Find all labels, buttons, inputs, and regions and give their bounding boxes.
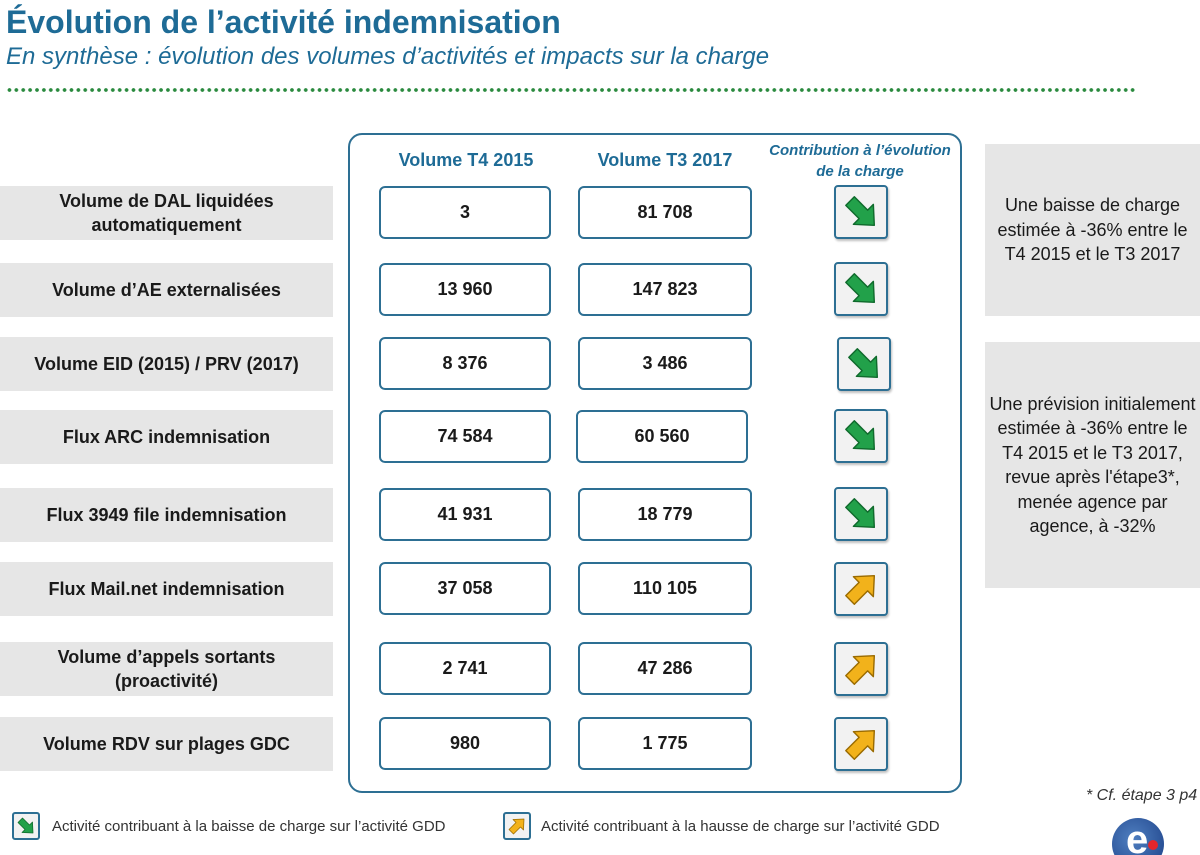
down-arrow-icon: [837, 337, 891, 391]
pole-emploi-logo-icon: e: [1112, 818, 1164, 855]
row-label: Volume d’AE externalisées: [0, 263, 333, 317]
row-label: Flux Mail.net indemnisation: [0, 562, 333, 616]
up-arrow-icon: [834, 717, 888, 771]
value-t4-2015: 41 931: [379, 488, 551, 541]
row-label: Volume d’appels sortants (proactivité): [0, 642, 333, 696]
value-t3-2017: 81 708: [578, 186, 752, 239]
row-label: Volume RDV sur plages GDC: [0, 717, 333, 771]
summary-note-charge-reduction: Une baisse de charge estimée à -36% entr…: [985, 144, 1200, 316]
row-label: Volume de DAL liquidées automatiquement: [0, 186, 333, 240]
value-t3-2017: 3 486: [578, 337, 752, 390]
up-arrow-icon: [834, 642, 888, 696]
value-t4-2015: 980: [379, 717, 551, 770]
value-t4-2015: 74 584: [379, 410, 551, 463]
summary-note-forecast: Une prévision initialement estimée à -36…: [985, 342, 1200, 588]
value-t3-2017: 147 823: [578, 263, 752, 316]
row-label: Volume EID (2015) / PRV (2017): [0, 337, 333, 391]
footnote: * Cf. étape 3 p4: [1086, 787, 1198, 804]
value-t4-2015: 8 376: [379, 337, 551, 390]
down-arrow-icon: [834, 185, 888, 239]
legend-up-text: Activité contribuant à la hausse de char…: [541, 818, 940, 835]
page-title: Évolution de l’activité indemnisation: [6, 4, 561, 40]
value-t3-2017: 47 286: [578, 642, 752, 695]
row-label: Flux 3949 file indemnisation: [0, 488, 333, 542]
down-arrow-icon: [834, 262, 888, 316]
column-header-t3-2017: Volume T3 2017: [597, 150, 733, 170]
value-t4-2015: 13 960: [379, 263, 551, 316]
value-t3-2017: 110 105: [578, 562, 752, 615]
value-t4-2015: 37 058: [379, 562, 551, 615]
value-t3-2017: 18 779: [578, 488, 752, 541]
dotted-divider: [6, 86, 1136, 94]
value-t4-2015: 3: [379, 186, 551, 239]
column-header-t4-2015: Volume T4 2015: [398, 150, 534, 170]
values-frame: [348, 133, 962, 793]
legend-up-arrow-icon: [503, 812, 531, 840]
up-arrow-icon: [834, 562, 888, 616]
value-t3-2017: 60 560: [576, 410, 748, 463]
page-subtitle: En synthèse : évolution des volumes d’ac…: [6, 43, 770, 70]
down-arrow-icon: [834, 487, 888, 541]
column-header-contribution: Contribution à l’évolution de la charge: [769, 142, 951, 180]
legend-down-text: Activité contribuant à la baisse de char…: [52, 818, 446, 835]
legend-down-arrow-icon: [12, 812, 40, 840]
down-arrow-icon: [834, 409, 888, 463]
value-t3-2017: 1 775: [578, 717, 752, 770]
value-t4-2015: 2 741: [379, 642, 551, 695]
row-label: Flux ARC indemnisation: [0, 410, 333, 464]
